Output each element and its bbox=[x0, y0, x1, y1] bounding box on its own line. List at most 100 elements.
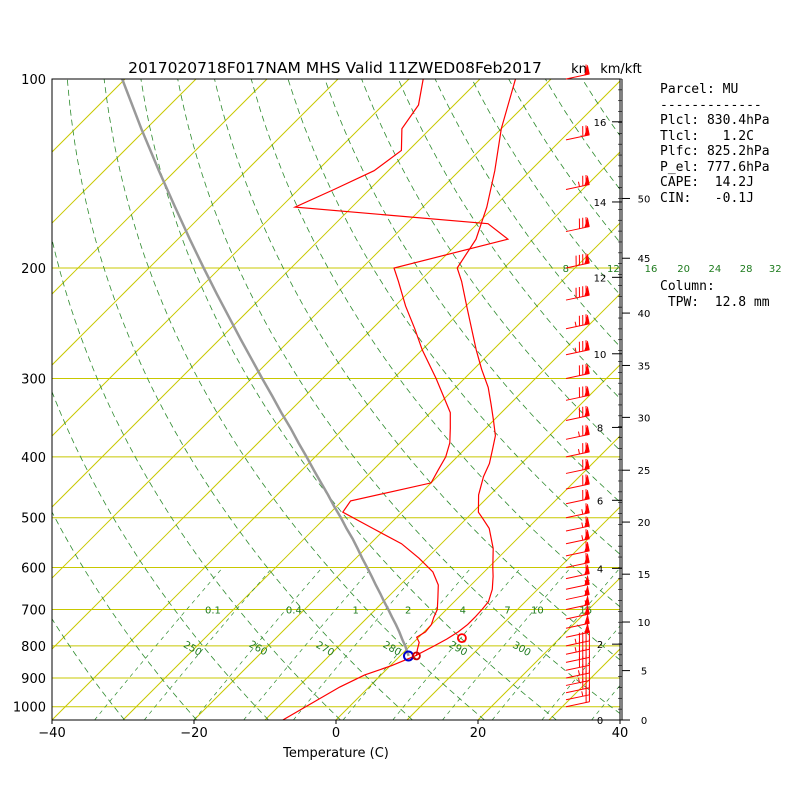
info-line: Column: bbox=[660, 279, 715, 294]
wind-barb bbox=[565, 502, 590, 519]
parcel-origin-marker bbox=[412, 651, 421, 661]
x-tick-label: −20 bbox=[180, 726, 207, 741]
kft-tick-label: 40 bbox=[638, 309, 651, 320]
dry-adiabat-line bbox=[52, 718, 53, 720]
mixing-ratio-label: 8 bbox=[563, 264, 569, 275]
wind-barb bbox=[565, 405, 590, 422]
wind-barb bbox=[565, 574, 590, 590]
info-line: Tlcl: 1.2C bbox=[660, 128, 754, 144]
x-tick-label: 40 bbox=[612, 726, 629, 741]
dry-adiabat-line bbox=[434, 79, 620, 348]
plot-frame bbox=[51, 78, 621, 721]
km-tick-label: 2 bbox=[597, 640, 603, 651]
wind-barb bbox=[565, 363, 590, 379]
mixing-ratio-label: 1 bbox=[352, 605, 358, 616]
mixing-ratio-line bbox=[94, 567, 224, 720]
mixing-ratio-label: 20 bbox=[677, 264, 690, 275]
wind-barb bbox=[565, 488, 590, 505]
dry-adiabat-line bbox=[52, 511, 197, 720]
pressure-tick-label: 900 bbox=[21, 672, 46, 687]
kft-tick-label: 50 bbox=[638, 194, 651, 205]
km-tick-label: 14 bbox=[594, 198, 607, 209]
x-axis-label: Temperature (C) bbox=[282, 746, 389, 761]
mixing-ratio-label: 0.1 bbox=[205, 605, 221, 616]
dry-adiabat-label: 270 bbox=[314, 640, 336, 659]
km-tick-label: 4 bbox=[597, 564, 603, 575]
isotherm-line bbox=[52, 80, 620, 650]
info-line: ------------- bbox=[660, 97, 762, 113]
dewpoint-line bbox=[292, 79, 510, 656]
wind-barb bbox=[565, 458, 590, 474]
dry-adiabat-line bbox=[324, 79, 620, 503]
kft-tick-label: 35 bbox=[638, 361, 651, 372]
mixing-ratio-line bbox=[243, 567, 373, 720]
mixing-ratio-label: 12 bbox=[607, 264, 620, 275]
info-line: Parcel: MU bbox=[660, 82, 739, 97]
dry-adiabat-line bbox=[52, 618, 125, 720]
kft-tick-label: 25 bbox=[638, 466, 651, 477]
isotherm-line bbox=[52, 79, 481, 508]
dry-adiabat-label: 290 bbox=[447, 640, 469, 659]
dry-adiabat-line bbox=[66, 79, 413, 720]
x-tick-label: 0 bbox=[332, 726, 340, 741]
el-marker bbox=[456, 633, 467, 644]
wind-barb bbox=[565, 216, 590, 233]
wind-barb bbox=[565, 528, 590, 545]
km-tick-label: 8 bbox=[597, 423, 603, 434]
wind-barb bbox=[565, 125, 590, 141]
wind-barb bbox=[565, 584, 590, 601]
dry-adiabat-line bbox=[361, 79, 620, 451]
mixing-ratio-label: 28 bbox=[740, 264, 753, 275]
mixing-ratio-label: 4 bbox=[460, 605, 466, 616]
mixing-ratio-label: 16 bbox=[645, 264, 658, 275]
mixing-ratio-line bbox=[392, 567, 522, 720]
km-tick-label: 12 bbox=[594, 273, 607, 284]
mixing-ratio-line bbox=[491, 567, 620, 720]
wind-barb bbox=[565, 64, 590, 80]
km-tick-label: 6 bbox=[597, 496, 603, 507]
wind-barb bbox=[565, 604, 590, 620]
dry-adiabat-line bbox=[250, 79, 620, 608]
pressure-tick-label: 100 bbox=[21, 73, 46, 88]
isotherm-line bbox=[264, 364, 620, 720]
mixing-ratio-line bbox=[541, 625, 620, 720]
info-line: P_el: 777.6hPa bbox=[660, 159, 770, 175]
pressure-tick-label: 600 bbox=[21, 561, 46, 576]
dry-adiabat-line bbox=[287, 79, 620, 555]
dry-adiabat-line bbox=[471, 79, 620, 296]
isotherm-line bbox=[52, 151, 620, 720]
wind-barb bbox=[565, 174, 590, 191]
isotherm-line bbox=[52, 79, 268, 295]
dry-adiabat-line bbox=[214, 79, 620, 661]
wind-barb bbox=[565, 613, 590, 629]
wind-barb bbox=[565, 552, 590, 568]
wind-barb bbox=[565, 313, 590, 330]
mixing-ratio-label: 7 bbox=[504, 605, 510, 616]
km-tick-label: 0 bbox=[597, 716, 603, 727]
wind-barb bbox=[565, 339, 590, 356]
kft-tick-label: 30 bbox=[638, 413, 651, 424]
isotherm-line bbox=[335, 435, 620, 720]
parcel-info-panel: Parcel: MU ------------- Plcl: 830.4hPa Tlc… bbox=[660, 82, 770, 206]
kft-tick-label: 0 bbox=[641, 716, 647, 727]
dry-adiabat-line bbox=[177, 79, 620, 715]
dry-adiabat-line bbox=[52, 390, 269, 720]
wind-barb bbox=[565, 424, 590, 440]
isotherm-line bbox=[406, 506, 620, 720]
isotherm-line bbox=[52, 79, 197, 224]
mixing-ratio-line bbox=[591, 684, 620, 720]
plot-labels: 81216202428320.10.4124710162502602702802… bbox=[181, 264, 781, 659]
isotherm-line bbox=[52, 79, 126, 153]
wind-barb bbox=[565, 253, 590, 269]
isotherm-line bbox=[122, 222, 620, 720]
dry-adiabat-label: 300 bbox=[510, 640, 532, 659]
info-line: Plfc: 825.2hPa bbox=[660, 144, 770, 159]
info-line: CIN: -0.1J bbox=[660, 190, 754, 206]
wind-barb bbox=[565, 385, 590, 401]
kft-tick-label: 20 bbox=[638, 518, 651, 529]
chart-title: 2017020718F017NAM MHS Valid 11ZWED08Feb2… bbox=[128, 59, 542, 77]
wind-barb bbox=[565, 541, 590, 557]
temperature-line bbox=[282, 79, 517, 720]
pressure-tick-label: 500 bbox=[21, 512, 46, 527]
